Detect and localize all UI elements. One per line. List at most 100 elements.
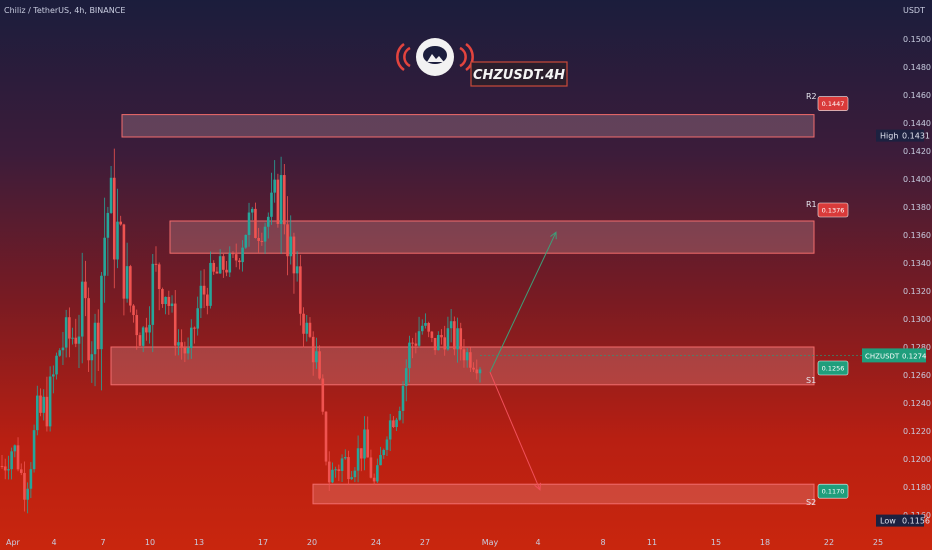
candle-body [279, 175, 283, 224]
candle-body [331, 469, 334, 483]
candle-body [225, 269, 228, 273]
low-label-bg [876, 514, 924, 527]
zone-r2 [121, 114, 815, 138]
candle-body [157, 264, 161, 290]
y-tick-7: 0.1360 [903, 231, 931, 240]
zone-label-s2: S2 [806, 498, 816, 507]
candle-body [48, 376, 52, 427]
zone-label-s1: S1 [806, 376, 816, 385]
candle-body [39, 395, 42, 413]
x-tick-2: 7 [100, 538, 105, 547]
x-tick-16: 25 [873, 538, 883, 547]
candle-body [164, 296, 167, 305]
x-tick-8: 27 [420, 538, 430, 547]
candle-body [238, 260, 241, 263]
candle-body [424, 322, 427, 326]
candle-body [427, 322, 430, 332]
candle-body [116, 221, 119, 260]
last-price-label: CHZUSDT [865, 352, 900, 360]
candle-body [222, 256, 225, 270]
candle-body [453, 321, 456, 350]
candle-body [308, 322, 312, 337]
zones-layer [110, 114, 815, 505]
logo-badge [470, 61, 568, 87]
candle-body [58, 350, 62, 356]
candle-body [443, 337, 447, 350]
candle-body [125, 266, 129, 299]
candle-body [0, 466, 4, 467]
last-price-bg [862, 348, 926, 363]
candle-body [456, 328, 459, 350]
candle-body [19, 469, 23, 473]
candle-body [16, 445, 20, 470]
candle-body [379, 455, 382, 466]
candle-body [244, 234, 248, 248]
zone-tag-r1 [817, 202, 849, 218]
candle-body [350, 477, 353, 480]
candle-body [376, 465, 379, 482]
candle-body [112, 177, 116, 260]
candle-body [122, 224, 126, 299]
candle-body [199, 285, 203, 309]
candle-body [475, 369, 479, 374]
candle-body [64, 317, 68, 348]
candle-body [218, 256, 222, 274]
y-axis: 0.1500 0.1480 0.1460 0.1440 0.1420 0.1400 0.13… [903, 35, 931, 520]
zone-label-r1: R1 [806, 200, 817, 209]
zone-r1 [169, 220, 815, 254]
candle-body [353, 470, 357, 478]
y-tick-13: 0.1240 [903, 399, 931, 408]
signal-left-outer-icon [396, 42, 405, 72]
candle-body [404, 368, 408, 386]
y-tick-14: 0.1220 [903, 427, 931, 436]
candle-body [305, 322, 309, 334]
high-label-bg [876, 129, 924, 142]
y-tick-6: 0.1380 [903, 203, 931, 212]
zone-s2 [312, 483, 815, 505]
candle-body [385, 439, 389, 450]
candle-body [100, 275, 103, 350]
candle-body [366, 429, 370, 458]
arrow-head-down [534, 482, 541, 491]
candle-body [74, 337, 78, 344]
signal-left-icon [403, 46, 411, 68]
zone-tag-text-s1: 0.1256 [822, 365, 845, 373]
candle-body [311, 336, 315, 363]
candle-body [42, 396, 46, 413]
candle-body [266, 216, 270, 227]
candle-body [465, 352, 469, 361]
candle-body [343, 457, 347, 459]
candle-body [440, 334, 443, 338]
logo [396, 38, 474, 76]
candle-body [10, 451, 13, 470]
candle-body [257, 237, 260, 241]
x-axis: Apr 4 7 10 13 17 20 24 27 May 4 8 11 15 18 22 25 [6, 538, 883, 547]
candle-body [209, 262, 212, 306]
y-tick-4: 0.1420 [903, 147, 931, 156]
candle-body [77, 336, 81, 344]
candle-body [61, 347, 65, 351]
y-tick-1: 0.1480 [903, 63, 931, 72]
candle-body [193, 327, 196, 329]
candle-body [372, 477, 376, 482]
candle-body [135, 315, 139, 336]
candle-body [436, 334, 440, 351]
candle-body [32, 430, 36, 470]
x-tick-13: 15 [711, 538, 721, 547]
candle-body [3, 466, 7, 471]
candle-body [324, 411, 328, 462]
candle-body [132, 305, 135, 316]
candle-body [215, 271, 219, 274]
candle-body [398, 410, 402, 420]
candle-body [173, 303, 177, 346]
candle-body [145, 327, 148, 333]
candle-body [151, 263, 155, 325]
candle-body [411, 342, 414, 344]
candle-body [392, 420, 395, 428]
candle-body [334, 469, 337, 471]
candle-body [212, 262, 216, 272]
candle-body [103, 237, 106, 276]
y-tick-2: 0.1460 [903, 91, 931, 100]
candle-body [189, 327, 193, 348]
